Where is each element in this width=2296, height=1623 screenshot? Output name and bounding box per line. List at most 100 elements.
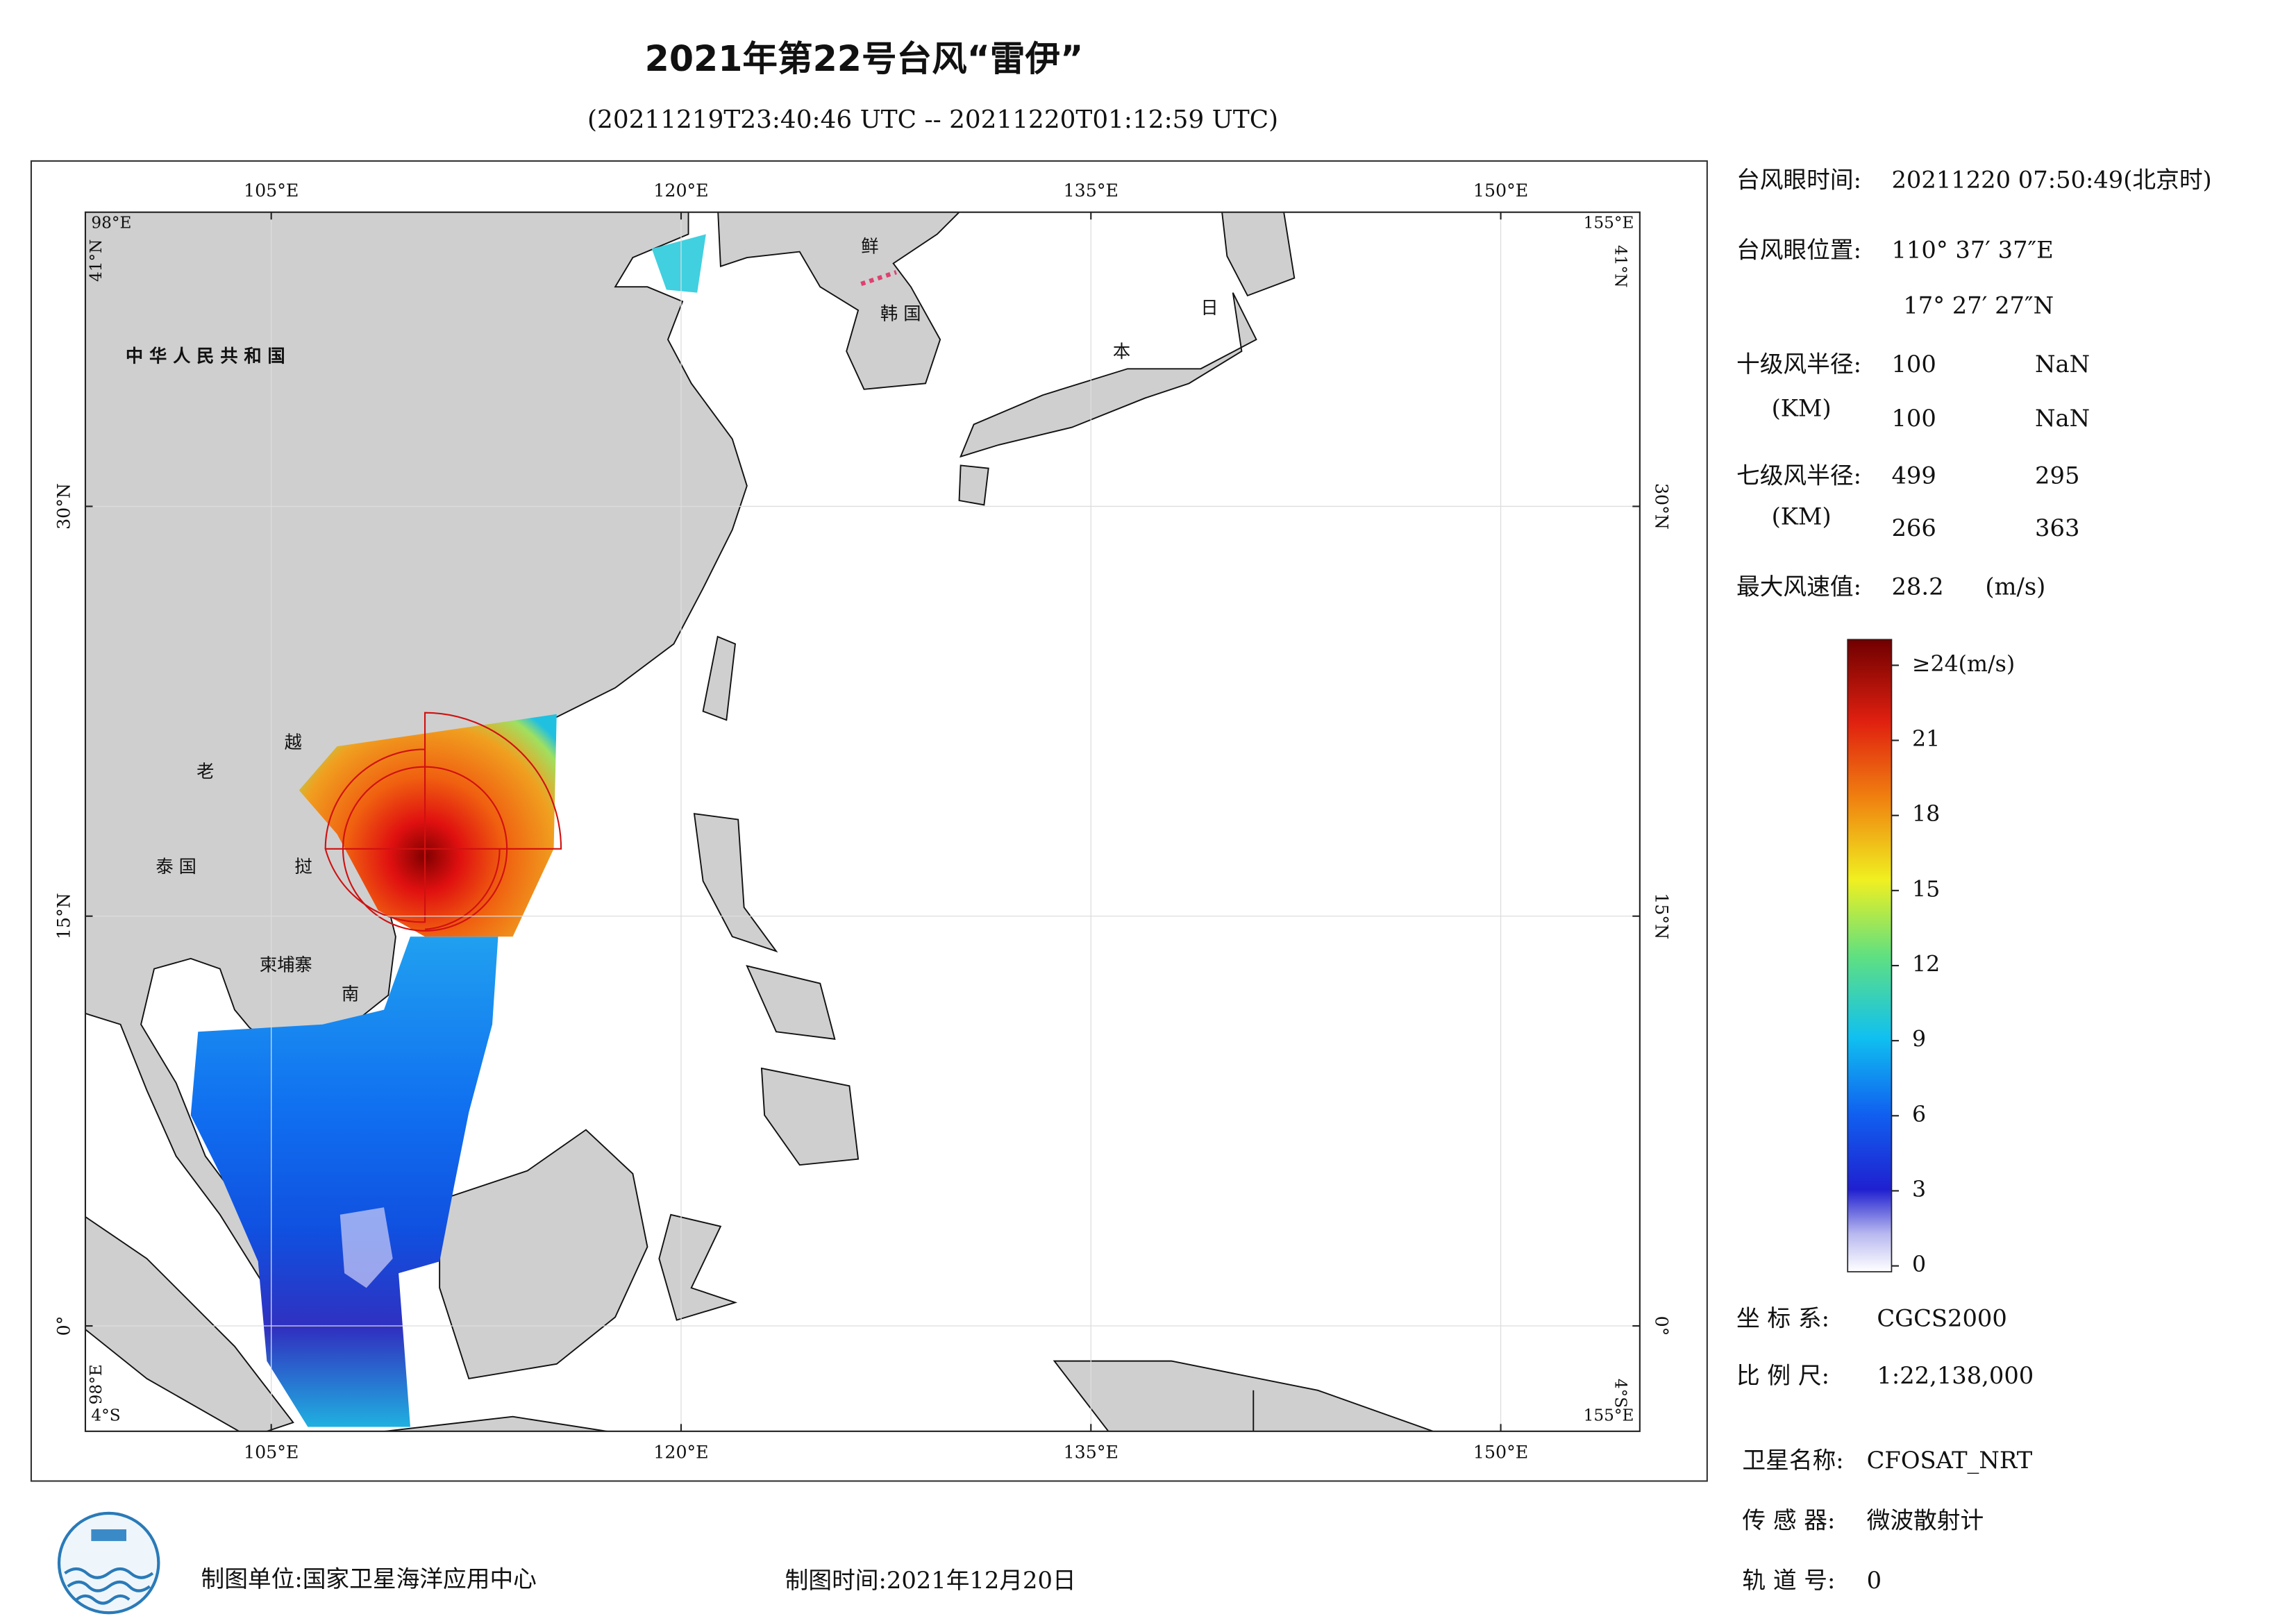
info-value: 0 [1867, 1567, 1882, 1594]
corner-label: 98°E [91, 214, 131, 233]
info-value: NaN [2035, 351, 2090, 378]
colorbar-label: 6 [1912, 1102, 1926, 1127]
lat-label: 15°N [1651, 893, 1671, 939]
map-frame [84, 211, 1641, 1432]
lat-label: 30°N [53, 483, 74, 530]
producer: 制图单位:国家卫星海洋应用中心 [201, 1565, 536, 1592]
place-label: 本 [1113, 342, 1130, 362]
lon-label: 150°E [1473, 1442, 1528, 1462]
corner-label: 155°E [1584, 1406, 1634, 1425]
panel-frame [30, 160, 1708, 1482]
wind-field-north [651, 234, 706, 293]
place-label: 南 [342, 984, 359, 1004]
corner-label: 4°S [91, 1406, 120, 1425]
info-value: 20211220 07:50:49(北京时) [1891, 166, 2211, 193]
info-value: 1:22,138,000 [1877, 1362, 2034, 1389]
info-value: 363 [2035, 514, 2079, 541]
lon-label: 150°E [1473, 180, 1528, 201]
info-label: 坐 标 系: [1736, 1305, 1829, 1332]
land-kyushu [958, 464, 989, 506]
colorbar [1847, 639, 1893, 1272]
info-value: 17° 27′ 27″N [1903, 292, 2054, 319]
lon-label: 135°E [1064, 180, 1118, 201]
map-date: 制图时间:2021年12月20日 [785, 1567, 1076, 1594]
corner-label: 41°N [87, 239, 106, 282]
info-label: 台风眼位置: [1736, 237, 1861, 264]
land-borneo [439, 1129, 648, 1380]
info-label: 最大风速值: [1736, 573, 1861, 600]
info-label: 轨 道 号: [1742, 1567, 1835, 1594]
land-sulawesi [658, 1213, 738, 1321]
info-label: 比 例 尺: [1736, 1362, 1829, 1389]
info-value: CFOSAT_NRT [1867, 1447, 2033, 1474]
info-unit: (m/s) [1985, 573, 2045, 600]
land-mindanao [760, 1067, 860, 1166]
corner-label: 155°E [1584, 214, 1634, 233]
land-new-guinea [1053, 1360, 1435, 1431]
info-value: 28.2 [1891, 573, 1943, 600]
colorbar-label: 3 [1912, 1177, 1926, 1202]
subtitle: (20211219T23:40:46 UTC -- 20211220T01:12… [587, 106, 1278, 134]
info-value: 微波散射计 [1867, 1507, 1984, 1534]
info-label: 卫星名称: [1742, 1447, 1843, 1474]
info-value: NaN [2035, 405, 2090, 432]
lon-label: 105°E [244, 180, 299, 201]
lon-label: 120°E [653, 1442, 708, 1462]
colorbar-label: ≥24(m/s) [1912, 652, 2015, 677]
land-visayas [746, 965, 836, 1040]
graticule: 105°E 105°E 120°E 120°E 135°E 135°E 150°E 150°E… [53, 180, 1671, 1462]
info-value: 295 [2035, 462, 2079, 489]
place-label: 韩 国 [880, 303, 921, 323]
place-label: 泰 国 [156, 857, 196, 877]
place-label: 中 华 人 民 共 和 国 [126, 345, 285, 366]
land-taiwan [702, 635, 737, 721]
corner-label: 98°E [87, 1364, 106, 1404]
info-value: 499 [1891, 462, 1936, 489]
land-honshu [960, 292, 1257, 458]
wind-field-south [190, 936, 498, 1427]
place-label: 柬埔寨 [260, 955, 312, 975]
colorbar-label: 0 [1912, 1252, 1926, 1277]
lat-label: 30°N [1651, 483, 1671, 530]
border-korea [860, 270, 897, 286]
title: 2021年第22号台风“雷伊” [645, 38, 1084, 79]
land-korea [717, 212, 960, 390]
logo [57, 1511, 160, 1615]
lon-label: 105°E [244, 1442, 299, 1462]
info-label: 传 感 器: [1742, 1507, 1835, 1534]
info-unit: (KM) [1772, 394, 1832, 421]
colorbar-label: 15 [1912, 877, 1940, 902]
lat-label: 0° [53, 1316, 74, 1336]
land-java [379, 1415, 612, 1431]
place-label: 鲜 [861, 236, 878, 256]
info-value: 110° 37′ 37″E [1891, 237, 2053, 264]
place-label: 越 [285, 732, 302, 752]
colorbar-label: 21 [1912, 727, 1940, 752]
place-label: 日 [1200, 298, 1218, 318]
place-label: 老 [196, 762, 214, 782]
land-luzon [693, 813, 778, 953]
radius-7 [324, 712, 562, 930]
info-value: 100 [1891, 351, 1936, 378]
map-body: 中 华 人 民 共 和 国 老 越 泰 国 挝 柬埔寨 南 鲜 韩 国 日 本 [85, 212, 1640, 1431]
info-value: 266 [1891, 514, 1936, 541]
info-unit: (KM) [1772, 503, 1832, 530]
info-label: 台风眼时间: [1736, 166, 1861, 193]
info-label: 七级风半径: [1736, 462, 1861, 489]
colorbar-label: 12 [1912, 952, 1940, 977]
colorbar-ticks: 0 3 6 9 12 15 18 21 ≥24(m/s) [1891, 652, 2015, 1277]
lon-label: 135°E [1064, 1442, 1118, 1462]
land-hokkaido [1221, 212, 1296, 297]
place-label: 挝 [294, 857, 312, 877]
colorbar-label: 18 [1912, 802, 1940, 827]
info-value: 100 [1891, 405, 1936, 432]
lat-label: 0° [1651, 1316, 1671, 1336]
lon-label: 120°E [653, 180, 708, 201]
corner-label: 4°S [1611, 1379, 1629, 1408]
info-value: CGCS2000 [1877, 1305, 2006, 1332]
wind-field-calm [340, 1207, 393, 1288]
info-label: 十级风半径: [1736, 351, 1861, 378]
info-panel: 台风眼时间: 20211220 07:50:49(北京时) 台风眼位置: 110… [201, 166, 2211, 1594]
